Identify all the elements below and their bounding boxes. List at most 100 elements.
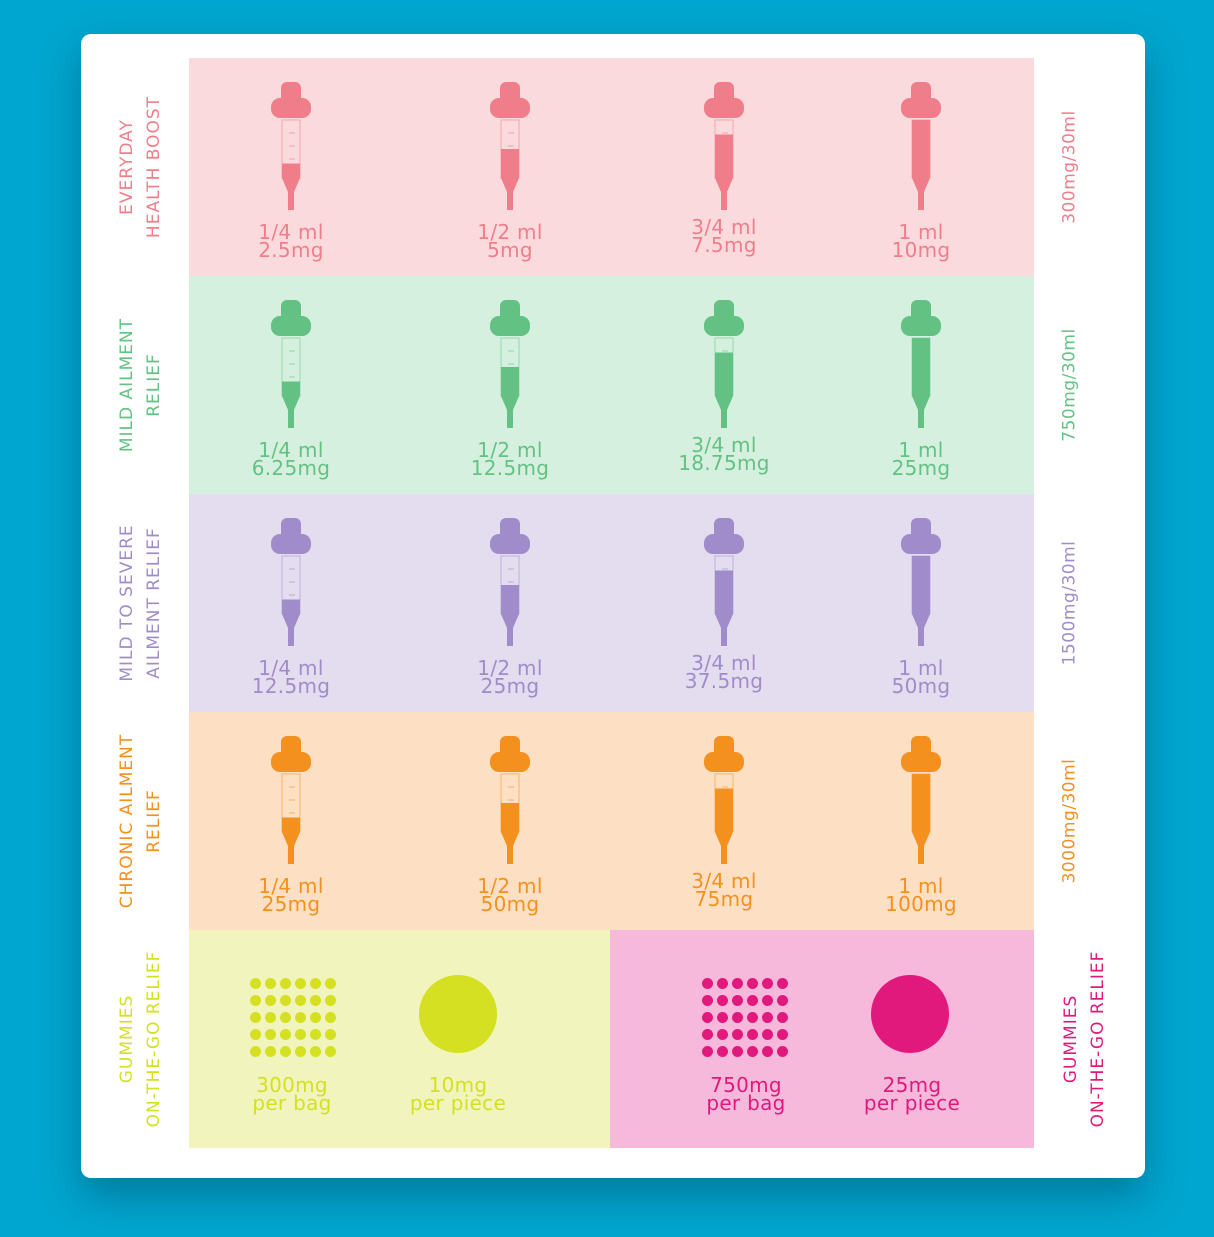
dosage-grid: 1/4 ml 2.5mg 1/2 ml 5mg 3/4 ml 7.5mg 1 ml 10mg 1… [189,58,1034,930]
gummy-dot [295,1029,306,1040]
gummy-dot [747,1012,758,1023]
dose-cell: 3/4 ml 18.75mg [611,276,822,494]
gummy-bag-label: 300mg per bag [202,1075,382,1113]
tier-strength-text: 300mg/30ml [1059,110,1080,224]
dropper-icon [901,300,941,428]
dropper-fill [715,352,733,396]
tier-strength: 300mg/30ml [1040,58,1100,276]
tier-strength: 3000mg/30ml [1040,712,1100,930]
gummy-dot [732,978,743,989]
gummy-dot [250,1046,261,1057]
dropper-icon [490,736,530,864]
tier-strength-text: 3000mg/30ml [1059,758,1080,884]
dose-volume: 1 ml [898,438,944,462]
gummy-dot [280,995,291,1006]
dropper-fill [501,367,519,396]
dose-amount: 7.5mg [691,233,757,257]
dose-cell: 1 ml 25mg [822,276,1033,494]
dose-volume: 3/4 ml [691,215,757,239]
dropper-icon [271,736,311,864]
gummy-dot [777,1046,788,1057]
dose-label: 1/2 ml 12.5mg [405,438,615,478]
dose-volume: 3/4 ml [691,869,757,893]
dose-label: 1 ml 100mg [816,876,1026,914]
tier-label-line: AILMENT RELIEF [144,527,164,679]
gummy-dot [702,1029,713,1040]
dropper-fill [282,163,300,178]
dropper-fill [912,774,930,832]
gummy-dot [325,978,336,989]
gummy-dot [732,995,743,1006]
dose-label: 1/4 ml 25mg [186,874,396,914]
dropper-fill [715,134,733,178]
dose-volume: 1/4 ml [258,656,324,680]
gummy-dot [310,1029,321,1040]
tier-strength-text: 1500mg/30ml [1059,540,1080,666]
tier-row: 1/4 ml 25mg 1/2 ml 50mg 3/4 ml 75mg 1 ml 100mg [189,712,1034,930]
dose-label: 3/4 ml 18.75mg [619,433,829,473]
gummy-dot [250,1029,261,1040]
gummy-dot [280,1029,291,1040]
gummy-dot [280,1012,291,1023]
dose-volume: 1/2 ml [477,220,543,244]
dose-volume: 1/2 ml [477,438,543,462]
dose-amount: 37.5mg [684,669,764,693]
dropper-fill [282,599,300,614]
dose-cell: 3/4 ml 7.5mg [611,58,822,276]
dose-volume: 1/4 ml [258,438,324,462]
dose-label: 1/2 ml 5mg [405,220,615,260]
gummies-label-line: ON-THE-GO RELIEF [144,950,164,1128]
dose-label: 1/4 ml 12.5mg [186,656,396,696]
dropper-icon [271,82,311,210]
gummy-dot [762,1029,773,1040]
dose-amount: 75mg [694,887,754,911]
gummy-dot [717,978,728,989]
gummy-dot [265,1029,276,1040]
gummy-dot [265,978,276,989]
gummies-panel [189,930,610,1148]
gummy-dot [325,1012,336,1023]
gummy-dot [717,1012,728,1023]
gummy-piece-icon [419,975,497,1053]
dose-volume: 3/4 ml [691,433,757,457]
dose-label: 1/2 ml 25mg [405,658,615,696]
dose-cell: 1 ml 50mg [822,494,1033,712]
gummy-dot [310,1012,321,1023]
gummy-dot [310,1046,321,1057]
dropper-fill [912,556,930,614]
gummy-dot [250,995,261,1006]
gummy-dot [732,1029,743,1040]
dropper-icon [271,300,311,428]
tier-label-line: CHRONIC AILMENT [117,733,137,909]
dropper-fill [501,149,519,178]
dropper-icon [901,518,941,646]
gummy-dot [280,1046,291,1057]
gummy-dot [250,978,261,989]
tier-row: 1/4 ml 12.5mg 1/2 ml 25mg 3/4 ml 37.5mg 1 ml 50… [189,494,1034,712]
dose-cell: 1/4 ml 2.5mg [189,58,400,276]
gummies-label-line: GUMMIES [117,994,137,1084]
dose-label: 3/4 ml 37.5mg [619,653,829,693]
dropper-icon [490,518,530,646]
dose-label: 1/4 ml 2.5mg [186,222,396,260]
dose-cell: 1 ml 100mg [822,712,1033,930]
gummy-dot [280,978,291,989]
gummy-dot [295,995,306,1006]
dose-volume: 1/4 ml [258,874,324,898]
gummy-label-line: 25mg [882,1073,942,1097]
dose-cell: 1/2 ml 5mg [400,58,611,276]
gummy-dot [747,1029,758,1040]
dose-amount: 6.25mg [251,456,331,480]
tier-label-line: EVERYDAY [117,119,137,215]
dropper-icon [901,736,941,864]
dose-cell: 1/4 ml 6.25mg [189,276,400,494]
dose-cell: 1/2 ml 12.5mg [400,276,611,494]
dose-label: 1/2 ml 50mg [405,876,615,914]
tier-row: 1/4 ml 6.25mg 1/2 ml 12.5mg 3/4 ml 18.75mg 1 m… [189,276,1034,494]
gummy-dot [325,1046,336,1057]
dropper-fill [282,817,300,832]
dose-amount: 25mg [891,456,951,480]
gummy-label-line: 750mg [710,1073,782,1097]
dropper-fill [912,338,930,396]
tier-label-line: RELIEF [144,353,164,417]
